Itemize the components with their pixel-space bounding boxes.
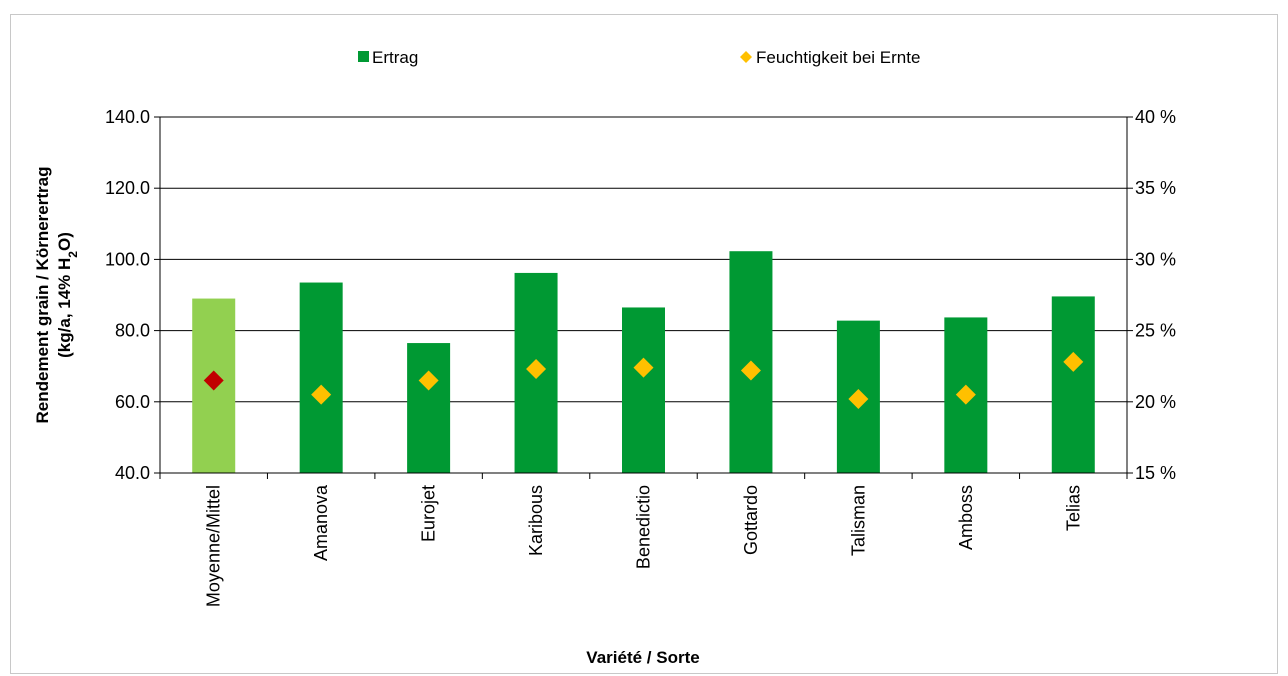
y-tick-label: 120.0 bbox=[105, 178, 150, 198]
y2-tick-label: 40 % bbox=[1135, 107, 1176, 127]
bar-ertrag bbox=[1051, 296, 1095, 473]
y-tick-label: 140.0 bbox=[105, 107, 150, 127]
bars-layer bbox=[192, 251, 1095, 473]
y-tick-label: 80.0 bbox=[115, 321, 150, 341]
axes-layer bbox=[154, 116, 1133, 479]
y2-tick-label: 30 % bbox=[1135, 249, 1176, 269]
x-tick-label: Gottardo bbox=[741, 485, 761, 555]
legend-swatch-feuchtigkeit bbox=[740, 51, 752, 63]
y2-tick-label: 15 % bbox=[1135, 463, 1176, 483]
y2-tick-label: 35 % bbox=[1135, 178, 1176, 198]
x-tick-label: Eurojet bbox=[419, 485, 439, 542]
bar-ertrag bbox=[622, 307, 665, 473]
x-tick-label: Amboss bbox=[956, 485, 976, 550]
y-axis-title-line2-prefix: (kg/a, 14% H bbox=[55, 258, 74, 358]
marker-feuchtigkeit bbox=[955, 384, 976, 405]
legend-label-ertrag: Ertrag bbox=[372, 48, 418, 67]
y2-tick-label: 20 % bbox=[1135, 392, 1176, 412]
marker-feuchtigkeit bbox=[848, 388, 869, 409]
x-tick-label: Benedictio bbox=[634, 485, 654, 569]
marker-feuchtigkeit bbox=[418, 370, 439, 391]
legend: Ertrag Feuchtigkeit bei Ernte bbox=[358, 48, 920, 67]
x-axis-title: Variété / Sorte bbox=[586, 648, 699, 667]
y-axis-title-line2-sub: 2 bbox=[66, 251, 80, 258]
y-axis-title-line2-suffix: O) bbox=[55, 232, 74, 251]
x-tick-label: Karibous bbox=[526, 485, 546, 556]
y-axis-title-line2: (kg/a, 14% H2O) bbox=[55, 232, 80, 358]
y-tick-label: 100.0 bbox=[105, 249, 150, 269]
labels-layer: 140.0 120.0 100.0 80.0 60.0 40.0 40 % 35 % 30 % 2… bbox=[105, 107, 1176, 607]
y-tick-label: 40.0 bbox=[115, 463, 150, 483]
marker-feuchtigkeit bbox=[740, 360, 761, 381]
marker-feuchtigkeit bbox=[1063, 351, 1084, 372]
chart-frame bbox=[10, 14, 1278, 674]
y-tick-label: 60.0 bbox=[115, 392, 150, 412]
x-tick-label: Amanova bbox=[311, 484, 331, 561]
bar-ertrag bbox=[299, 282, 343, 473]
y-axis-title: Rendement grain / Körnerertrag (kg/a, 14… bbox=[33, 167, 80, 424]
y2-tick-label: 25 % bbox=[1135, 321, 1176, 341]
marker-feuchtigkeit bbox=[526, 359, 547, 380]
x-tick-label: Moyenne/Mittel bbox=[204, 485, 224, 607]
bar-ertrag bbox=[407, 343, 451, 473]
marker-feuchtigkeit bbox=[203, 370, 224, 391]
marker-feuchtigkeit bbox=[311, 384, 332, 405]
x-tick-label: Talisman bbox=[848, 485, 868, 556]
legend-swatch-ertrag bbox=[358, 51, 369, 62]
x-tick-label: Telias bbox=[1063, 485, 1083, 531]
y-axis-title-line1: Rendement grain / Körnerertrag bbox=[33, 167, 52, 424]
legend-label-feuchtigkeit: Feuchtigkeit bei Ernte bbox=[756, 48, 920, 67]
markers-layer bbox=[203, 351, 1084, 409]
marker-feuchtigkeit bbox=[633, 357, 654, 378]
